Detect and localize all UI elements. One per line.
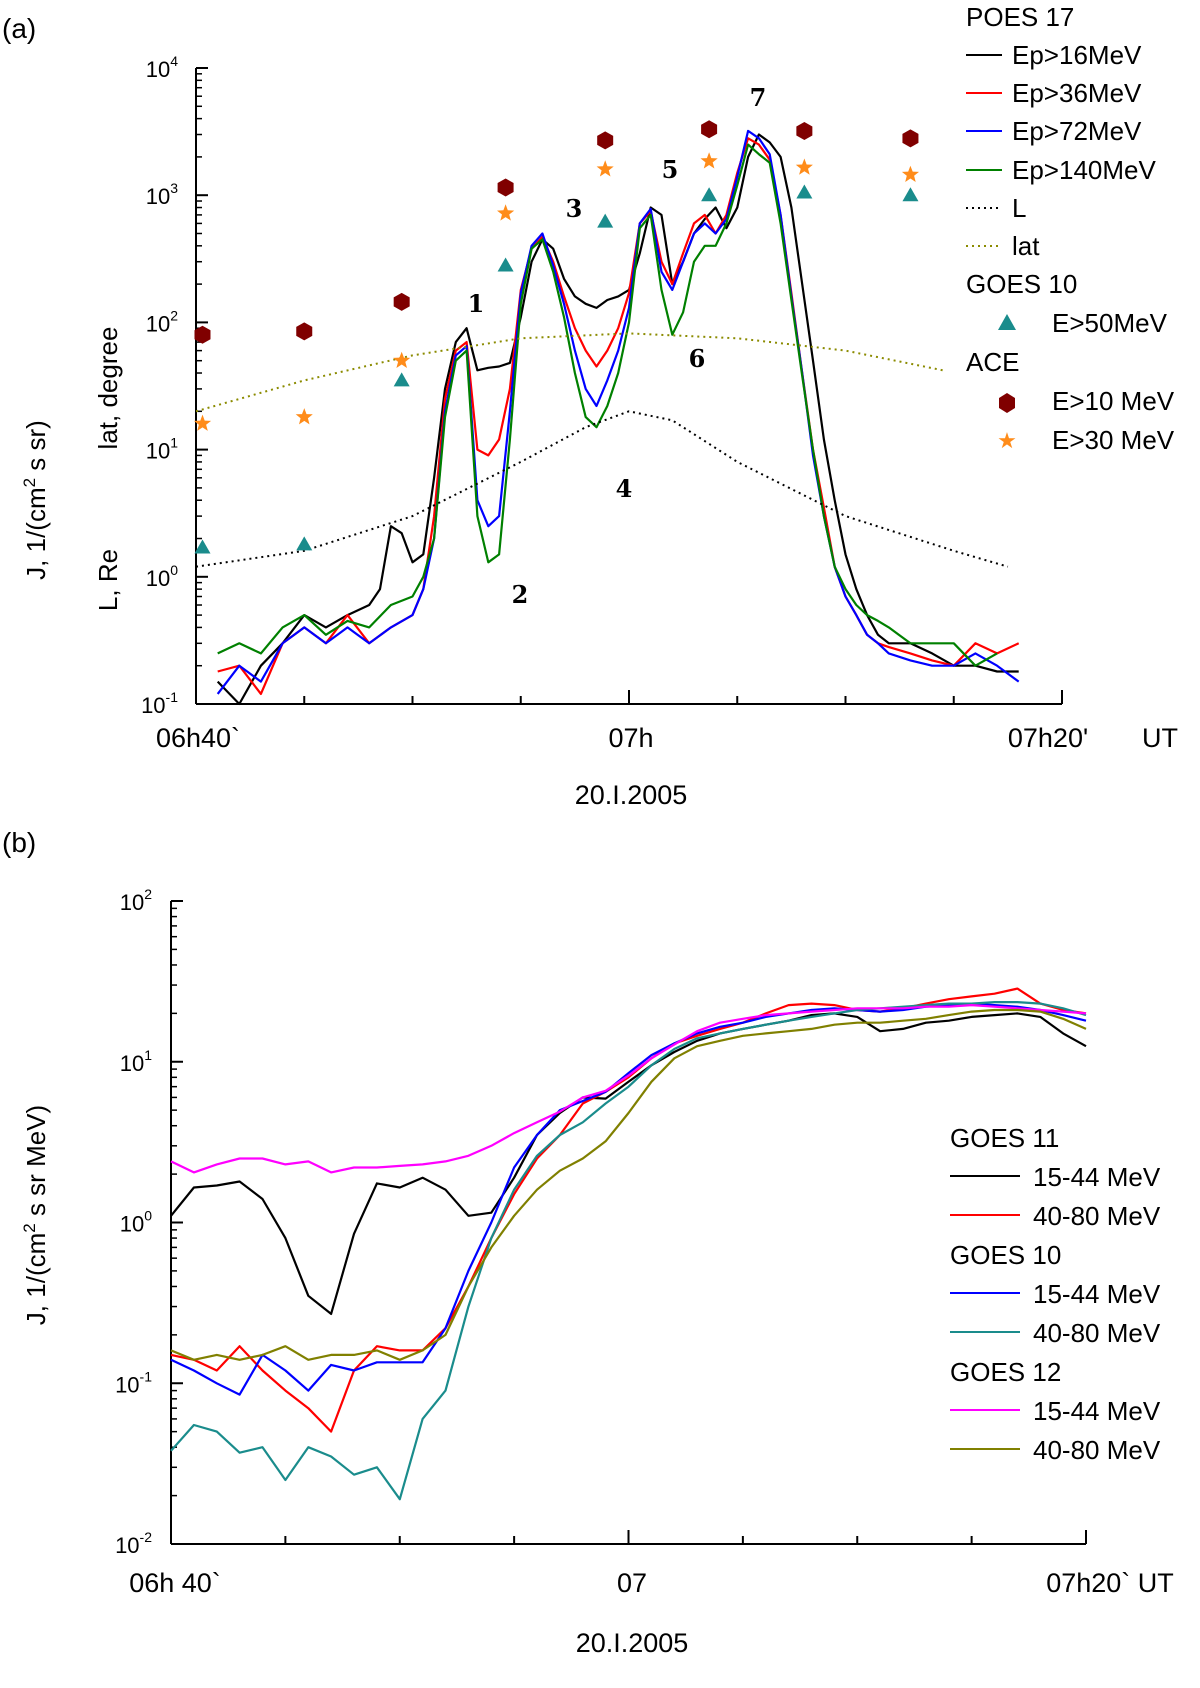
panel-a-markers [193, 120, 919, 554]
peak-label-7: 7 [750, 83, 767, 112]
peak-label-3: 3 [566, 194, 583, 223]
legend-a-swatch-e10 [999, 393, 1015, 413]
panel-a-ylabel-text: J, 1/(cm2 s sr) [20, 420, 51, 580]
panel-a-ylabel: J, 1/(cm2 s sr) [20, 420, 51, 580]
marker-e-50mev-7 [796, 184, 813, 199]
marker-e-50mev-8 [902, 187, 919, 202]
legend-b-label-g10-4080: 40-80 MeV [1033, 1318, 1161, 1348]
legend-a-label-ep140: Ep>140MeV [1012, 155, 1156, 185]
marker-e-30-mev-7 [795, 158, 813, 175]
marker-e-30-mev-6 [700, 152, 718, 169]
legend-b-group-goes11: GOES 11 [950, 1123, 1059, 1153]
marker-e-50mev-4 [497, 257, 514, 272]
legend-a-label-ep16: Ep>16MeV [1012, 40, 1142, 70]
marker-e-30-mev-2 [295, 408, 313, 425]
panel-a-series-ep-16mev [216, 133, 1019, 706]
legend-b-label-g11-1544: 15-44 MeV [1033, 1162, 1161, 1192]
panel-a-ylabel-L: L, Re [93, 549, 123, 611]
panel-a-series [195, 129, 1020, 706]
legend-a-label-ep72: Ep>72MeV [1012, 116, 1142, 146]
panel-b-xtick-0720: 07h20` UT [1046, 1568, 1174, 1598]
marker-e-10-mev-7 [796, 121, 813, 140]
panel-a-xtick-0720: 07h20' [1008, 723, 1088, 753]
legend-b-background [940, 1110, 1196, 1480]
panel-a-ylabel-lat: lat, degree [93, 327, 123, 450]
panel-b-series-goes-12-15-44-mev [170, 1004, 1087, 1174]
legend-a-group-ace: ACE [966, 347, 1019, 377]
marker-e-10-mev-6 [701, 120, 718, 139]
marker-e-30-mev-3 [393, 351, 411, 368]
panel-b-xtick-07: 07 [617, 1568, 647, 1598]
marker-e-50mev-3 [393, 372, 410, 387]
panel-a-series-ep-140mev [217, 143, 998, 667]
panel-b-legend: GOES 11 15-44 MeV 40-80 MeV GOES 10 15-4… [940, 1110, 1196, 1480]
marker-e-10-mev-2 [296, 322, 313, 341]
panel-a-date: 20.I.2005 [575, 780, 688, 810]
legend-a-swatch-e30: ★ [997, 428, 1017, 453]
legend-b-label-g10-1544: 15-44 MeV [1033, 1279, 1161, 1309]
legend-a-label-L: L [1012, 193, 1026, 223]
marker-e-30-mev-5 [596, 160, 614, 177]
panel-a-xtick-0640: 06h40` [156, 723, 240, 753]
peak-label-2: 2 [512, 580, 529, 609]
peak-label-1: 1 [468, 289, 485, 318]
panel-b-ylabel: J, 1/(cm2 s sr MeV) [20, 1105, 51, 1325]
panel-a: (a) J, 1/(cm2 s sr) lat, degree L, Re 1 0… [2, 2, 1178, 810]
panel-b-series-goes-10-40-80-mev [170, 1001, 1087, 1501]
panel-a-legend: POES 17 Ep>16MeV Ep>36MeV Ep>72MeV Ep>14… [966, 2, 1175, 455]
legend-a-label-lat: lat [1012, 231, 1040, 261]
panel-b-series-goes-11-40-80-mev [170, 987, 1087, 1433]
legend-a-label-e10: E>10 MeV [1052, 386, 1175, 416]
marker-e-10-mev-4 [497, 178, 514, 197]
marker-e-30-mev-8 [901, 165, 919, 182]
legend-a-swatch-e50 [998, 314, 1016, 330]
legend-a-group-poes17: POES 17 [966, 2, 1074, 32]
panel-b-date: 20.I.2005 [576, 1628, 689, 1658]
legend-b-group-goes12: GOES 12 [950, 1357, 1061, 1387]
peak-label-5: 5 [662, 155, 679, 184]
panel-a-x-unit: UT [1142, 723, 1178, 753]
legend-b-group-goes10: GOES 10 [950, 1240, 1061, 1270]
marker-e-50mev-2 [296, 536, 313, 551]
marker-e-50mev-5 [597, 213, 614, 228]
legend-a-group-goes10: GOES 10 [966, 269, 1077, 299]
panel-a-series-l [195, 410, 1009, 568]
marker-e-30-mev-1 [193, 414, 212, 431]
legend-b-label-g12-1544: 15-44 MeV [1033, 1396, 1161, 1426]
panel-b-series [170, 987, 1087, 1501]
panel-b-series-goes-11-15-44-mev [170, 1012, 1087, 1315]
panel-b-label: (b) [2, 827, 36, 858]
marker-e-30-mev-4 [497, 204, 515, 221]
panel-a-label: (a) [2, 13, 36, 44]
legend-b-label-g11-4080: 40-80 MeV [1033, 1201, 1161, 1231]
marker-e-50mev-1 [194, 539, 211, 554]
panel-a-xtick-0700: 07h [608, 723, 653, 753]
panel-b-xtick-0640: 06h 40` [129, 1568, 221, 1598]
legend-a-label-e50: E>50MeV [1052, 308, 1168, 338]
marker-e-10-mev-1 [194, 325, 211, 344]
legend-a-label-e30: E>30 MeV [1052, 425, 1175, 455]
marker-e-10-mev-5 [597, 131, 614, 150]
marker-e-10-mev-3 [393, 292, 410, 311]
marker-e-50mev-6 [701, 187, 718, 202]
panel-b-series-goes-12-40-80-mev [170, 1008, 1087, 1361]
legend-a-label-ep36: Ep>36MeV [1012, 78, 1142, 108]
panel-b: (b) J, 1/(cm2 s sr MeV) 10-210-110010110… [2, 827, 1196, 1658]
peak-label-6: 6 [689, 344, 706, 373]
peak-label-4: 4 [616, 474, 633, 503]
marker-e-10-mev-8 [902, 129, 919, 148]
legend-b-label-g12-4080: 40-80 MeV [1033, 1435, 1161, 1465]
panel-b-ylabel-text: J, 1/(cm2 s sr MeV) [20, 1105, 51, 1325]
